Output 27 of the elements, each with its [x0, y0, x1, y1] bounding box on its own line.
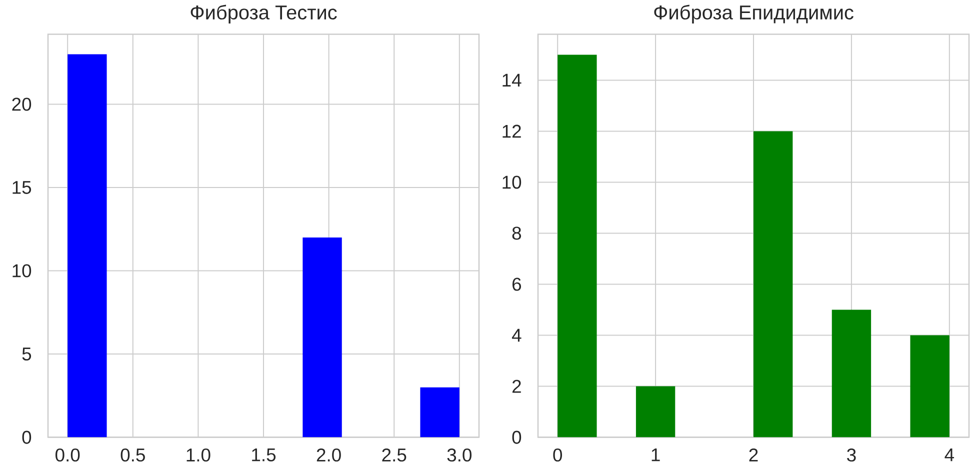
y-tick-label: 6	[512, 278, 521, 291]
x-tick-label: 3.0	[447, 448, 472, 462]
chart-title: Фиброза Тестис	[190, 4, 337, 24]
x-tick-label: 2.0	[316, 448, 341, 462]
x-tick-label: 2.5	[382, 448, 406, 462]
y-tick-label: 20	[12, 98, 32, 111]
x-tick-label: 1.5	[252, 448, 276, 462]
x-tick-label: 0.0	[56, 448, 80, 462]
y-tick-label: 14	[502, 74, 522, 87]
y-tick-label: 10	[12, 264, 32, 278]
y-tick-label: 5	[22, 348, 32, 360]
x-tick-label: 2	[749, 448, 758, 462]
y-tick-label: 4	[512, 328, 522, 342]
x-tick-label: 4	[944, 448, 954, 462]
x-tick-label: 1	[652, 448, 660, 462]
x-tick-label: 0.5	[120, 448, 145, 462]
y-tick-label: 0	[512, 430, 522, 444]
x-tick-label: 3	[847, 448, 856, 462]
y-tick-label: 12	[502, 124, 521, 138]
x-tick-label: 0	[553, 448, 562, 462]
y-tick-label: 10	[502, 176, 522, 189]
x-tick-label: 1.0	[186, 448, 210, 462]
y-tick-label: 2	[512, 380, 521, 393]
y-tick-label: 8	[512, 226, 522, 240]
chart-title: Фиброза Епидидимис	[654, 4, 854, 24]
y-tick-label: 0	[22, 430, 32, 444]
y-tick-label: 15	[12, 181, 32, 194]
